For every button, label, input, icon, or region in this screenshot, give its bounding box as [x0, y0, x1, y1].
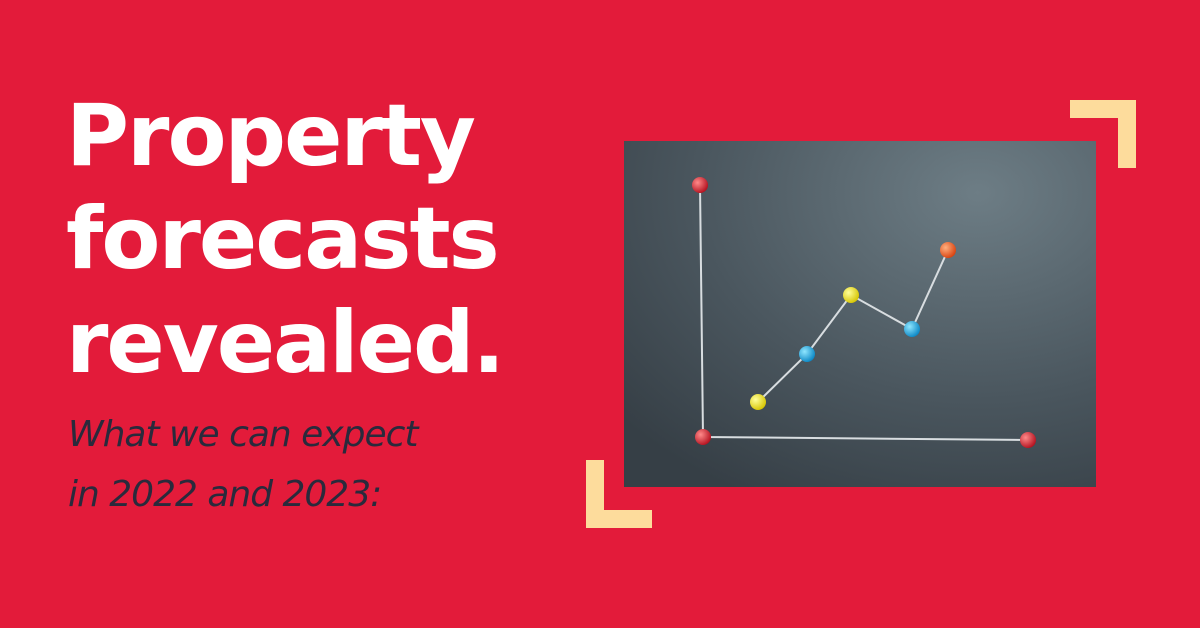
pin: [799, 346, 815, 362]
subtitle-line: What we can expect: [68, 414, 420, 455]
pin: [843, 287, 859, 303]
headline-line: revealed.: [66, 293, 503, 393]
corner-bracket: [1070, 100, 1136, 168]
pin: [1020, 432, 1036, 448]
headline-line: Property: [66, 86, 475, 186]
pin: [750, 394, 766, 410]
pin: [904, 321, 920, 337]
headline-line: forecasts: [66, 189, 498, 289]
photo: [624, 141, 1096, 487]
pin: [692, 177, 708, 193]
pin: [695, 429, 711, 445]
subtitle-line: in 2022 and 2023:: [68, 474, 381, 515]
pin: [940, 242, 956, 258]
corner-bracket: [586, 460, 652, 528]
